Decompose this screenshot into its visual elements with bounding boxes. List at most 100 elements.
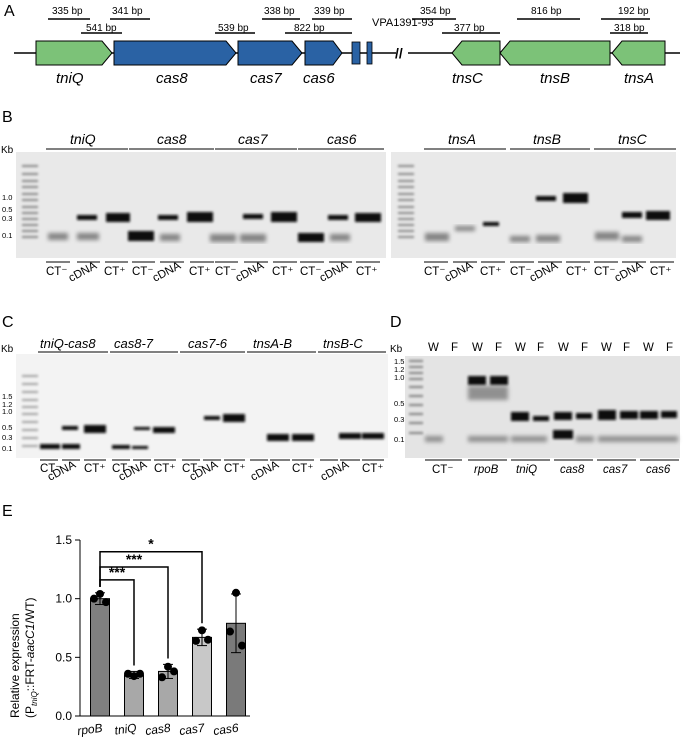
gene-label-tniQ: tniQ bbox=[56, 70, 84, 87]
bar-tniQ bbox=[124, 674, 144, 717]
ladder-label: 0.5 bbox=[2, 423, 12, 432]
panel-a-label: A bbox=[4, 3, 15, 20]
bar-rpoB bbox=[90, 598, 110, 717]
lane-label-w: W bbox=[472, 342, 483, 354]
ladder-label: 1.0 bbox=[2, 193, 12, 202]
lane-label-ct-pos: CT⁺ bbox=[189, 266, 210, 278]
ladder-label: 1.2 bbox=[2, 400, 12, 409]
group-label-cas6: cas6 bbox=[646, 464, 671, 476]
gel-gene-label: tnsA bbox=[448, 131, 476, 147]
gene-label-cas7: cas7 bbox=[250, 70, 282, 87]
gel-image-d bbox=[405, 356, 680, 458]
data-point bbox=[226, 627, 234, 636]
gel-gene-label: cas7 bbox=[238, 131, 269, 147]
lane-label-ct-pos: CT⁺ bbox=[84, 463, 105, 475]
amplicon-label: 192 bp bbox=[618, 6, 649, 17]
gene-label-tnsB: tnsB bbox=[540, 70, 570, 87]
panel-c-label: C bbox=[2, 314, 14, 331]
ladder-label: 0.1 bbox=[2, 231, 12, 240]
gel-gene-label: tniQ-cas8 bbox=[40, 336, 96, 351]
lane-labels-c: CT⁻ cDNA CT⁺ CT⁻ cDNA CT⁺ CT⁻ cDNA CT⁺ c… bbox=[40, 459, 383, 484]
lane-label-ct-pos: CT⁺ bbox=[566, 266, 587, 278]
amplicon-label: 541 bp bbox=[86, 23, 117, 34]
ladder-label: 1.0 bbox=[2, 407, 12, 416]
y-tick-label: 1.0 bbox=[55, 592, 72, 606]
x-tick-label: cas7 bbox=[178, 721, 206, 739]
data-point bbox=[192, 636, 200, 645]
lane-label-ct-neg: CT⁻ bbox=[300, 266, 321, 278]
gene-label-tnsC: tnsC bbox=[452, 70, 483, 87]
break-mark: // bbox=[395, 45, 403, 61]
lane-label-cdna: cDNA bbox=[151, 260, 183, 285]
lane-label-ct-pos: CT⁺ bbox=[104, 266, 125, 278]
gene-arrow-tnsA bbox=[611, 40, 666, 66]
y-tick-label: 0.0 bbox=[55, 709, 72, 723]
lane-label-w: W bbox=[515, 342, 526, 354]
lane-label-ct-pos: CT⁺ bbox=[650, 266, 671, 278]
gel-bands-d bbox=[409, 360, 678, 442]
lane-label-cdna: cDNA bbox=[249, 459, 281, 484]
gene-arrow-cas7 bbox=[237, 40, 303, 66]
lane-label-ct-neg: CT⁻ bbox=[215, 266, 236, 278]
ladder-label: 0.1 bbox=[2, 444, 12, 453]
x-tick-label: tniQ bbox=[114, 721, 138, 738]
lane-label-ct-pos: CT⁺ bbox=[272, 266, 293, 278]
bar-chart: 0.00.51.01.5 rpoB tniQ cas8 cas7 cas6 ******… bbox=[55, 533, 250, 738]
lane-label-ct-pos: CT⁺ bbox=[480, 266, 501, 278]
group-label-tniq: tniQ bbox=[516, 464, 537, 476]
lane-label-ct-neg: CT⁻ bbox=[510, 266, 531, 278]
lane-label-f: F bbox=[666, 342, 673, 354]
gel-gene-label: tniQ bbox=[70, 131, 96, 147]
gel-gene-label: cas8 bbox=[157, 131, 187, 147]
lane-labels-b: CT⁻ cDNA CT⁺ CT⁻ cDNA CT⁺ CT⁻ cDNA CT⁺ C… bbox=[46, 260, 671, 285]
data-point bbox=[90, 594, 98, 603]
ladder-label: 0.3 bbox=[2, 214, 12, 223]
amplicon-bars bbox=[48, 18, 650, 34]
operon-diagram: // tniQ cas8 cas7 cas6 tnsC tnsB tnsA bbox=[14, 6, 680, 87]
lane-label-ct-neg: CT⁻ bbox=[46, 266, 67, 278]
group-label-cas7: cas7 bbox=[603, 464, 628, 476]
lane-label-w: W bbox=[558, 342, 569, 354]
ladder-label: 1.0 bbox=[394, 373, 404, 382]
amplicon-label: 377 bp bbox=[454, 23, 485, 34]
lane-label-f: F bbox=[537, 342, 544, 354]
lane-label-f: F bbox=[581, 342, 588, 354]
lane-label-f: F bbox=[623, 342, 630, 354]
x-tick-label: cas8 bbox=[144, 721, 171, 738]
vpa-block-2 bbox=[366, 41, 373, 65]
gel-image-b1 bbox=[16, 152, 386, 258]
ladder-label: 0.5 bbox=[2, 205, 12, 214]
data-point bbox=[232, 588, 240, 597]
lane-label-f: F bbox=[451, 342, 458, 354]
lane-label-ct-pos: CT⁺ bbox=[356, 266, 377, 278]
data-point bbox=[170, 667, 178, 676]
gene-label-cas8: cas8 bbox=[156, 70, 188, 87]
kb-label: Kb bbox=[1, 145, 14, 156]
gene-label-cas6: cas6 bbox=[303, 70, 335, 87]
lane-label-ct-neg: CT⁻ bbox=[40, 463, 61, 475]
lane-label-ct-pos: CT⁺ bbox=[292, 463, 313, 475]
gel-image-b2 bbox=[391, 152, 676, 258]
y-axis-label-2: (PtniQ::FRT-aacC1/WT) bbox=[23, 598, 39, 718]
lane-label-ct-neg: CT⁻ bbox=[594, 266, 615, 278]
lane-label-cdna: cDNA bbox=[528, 260, 560, 285]
data-point bbox=[238, 641, 246, 650]
gene-arrow-cas8 bbox=[113, 40, 237, 66]
vpa-label: VPA1391-93 bbox=[372, 17, 434, 29]
lane-label-cdna: cDNA bbox=[318, 260, 350, 285]
significance-bracket bbox=[99, 550, 203, 624]
amplicon-label: 341 bp bbox=[112, 6, 143, 17]
x-tick-label: rpoB bbox=[76, 721, 103, 738]
panel-d-label: D bbox=[390, 314, 402, 331]
lane-label-w: W bbox=[643, 342, 654, 354]
gel-gene-label: cas8-7 bbox=[114, 336, 154, 351]
ladder-label: 0.3 bbox=[394, 415, 404, 424]
gel-gene-label: cas6 bbox=[327, 131, 357, 147]
y-axis-label: Relative expression bbox=[8, 613, 22, 718]
amplicon-label: 354 bp bbox=[420, 6, 451, 17]
amplicon-label: 335 bp bbox=[52, 6, 83, 17]
gel-image-c bbox=[16, 354, 388, 458]
gene-label-tnsA: tnsA bbox=[624, 70, 654, 87]
kb-label: Kb bbox=[1, 344, 14, 355]
ladder-label: 1.5 bbox=[394, 357, 404, 366]
